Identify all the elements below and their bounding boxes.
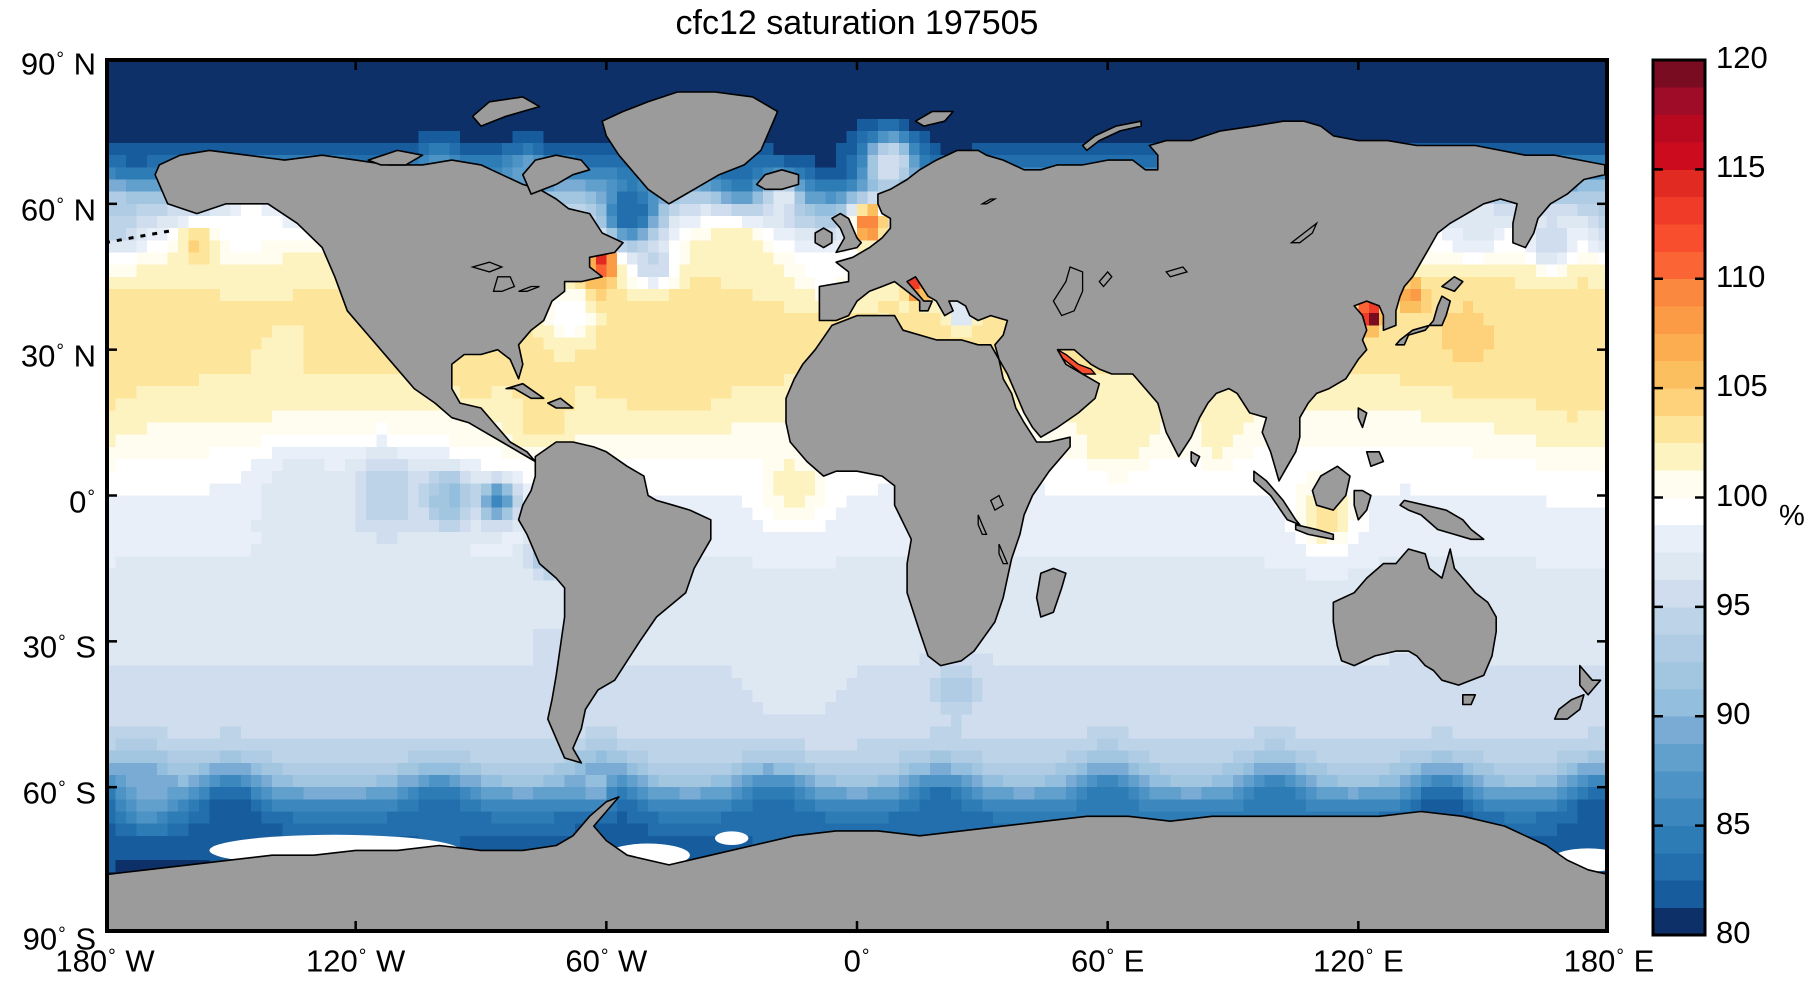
colorbar-tick-label: 80: [1716, 915, 1751, 950]
x-tick-label: 180° E: [1563, 943, 1655, 979]
colorbar-tick-marks: [1653, 168, 1705, 827]
colorbar-tick-label: 95: [1716, 586, 1751, 622]
x-tick-label: 0°: [843, 943, 870, 979]
colorbar-tick-label: 90: [1716, 696, 1751, 732]
x-tick-label: 120° W: [306, 943, 406, 979]
y-tick-label: 30° N: [20, 337, 96, 373]
land-continents: [105, 91, 1609, 933]
x-tick-label: 60° E: [1070, 943, 1145, 979]
lakes: [470, 198, 1319, 565]
colorbar-frame: [1651, 58, 1707, 937]
chart-title: cfc12 saturation 197505: [675, 4, 1039, 42]
colorbar-tick-label: 100: [1716, 477, 1768, 513]
colorbar-unit-label: %: [1779, 500, 1805, 532]
colorbar-tick-label: 105: [1716, 368, 1768, 404]
y-tick-label: 60° N: [20, 192, 96, 228]
world-map-plot: [105, 58, 1609, 933]
y-tick-label: 90° N: [20, 46, 96, 82]
plot-frame: [105, 58, 1609, 933]
colorbar-segments: [1653, 60, 1705, 936]
x-tick-label: 120° E: [1313, 943, 1404, 979]
colorbar-tick-label: 120: [1716, 40, 1768, 75]
x-tick-label: 60° W: [565, 943, 648, 979]
y-tick-label: 90° S: [22, 921, 96, 957]
colorbar-tick-label: 115: [1716, 149, 1766, 185]
y-tick-label: 60° S: [22, 775, 96, 811]
x-tick-label: 180° W: [55, 943, 155, 979]
colorbar-tick-label: 110: [1716, 258, 1766, 294]
y-tick-label: 0°: [69, 483, 95, 519]
y-tick-label: 30° S: [22, 629, 96, 665]
colorbar-tick-label: 85: [1716, 805, 1751, 841]
colorbar: [1651, 58, 1707, 937]
